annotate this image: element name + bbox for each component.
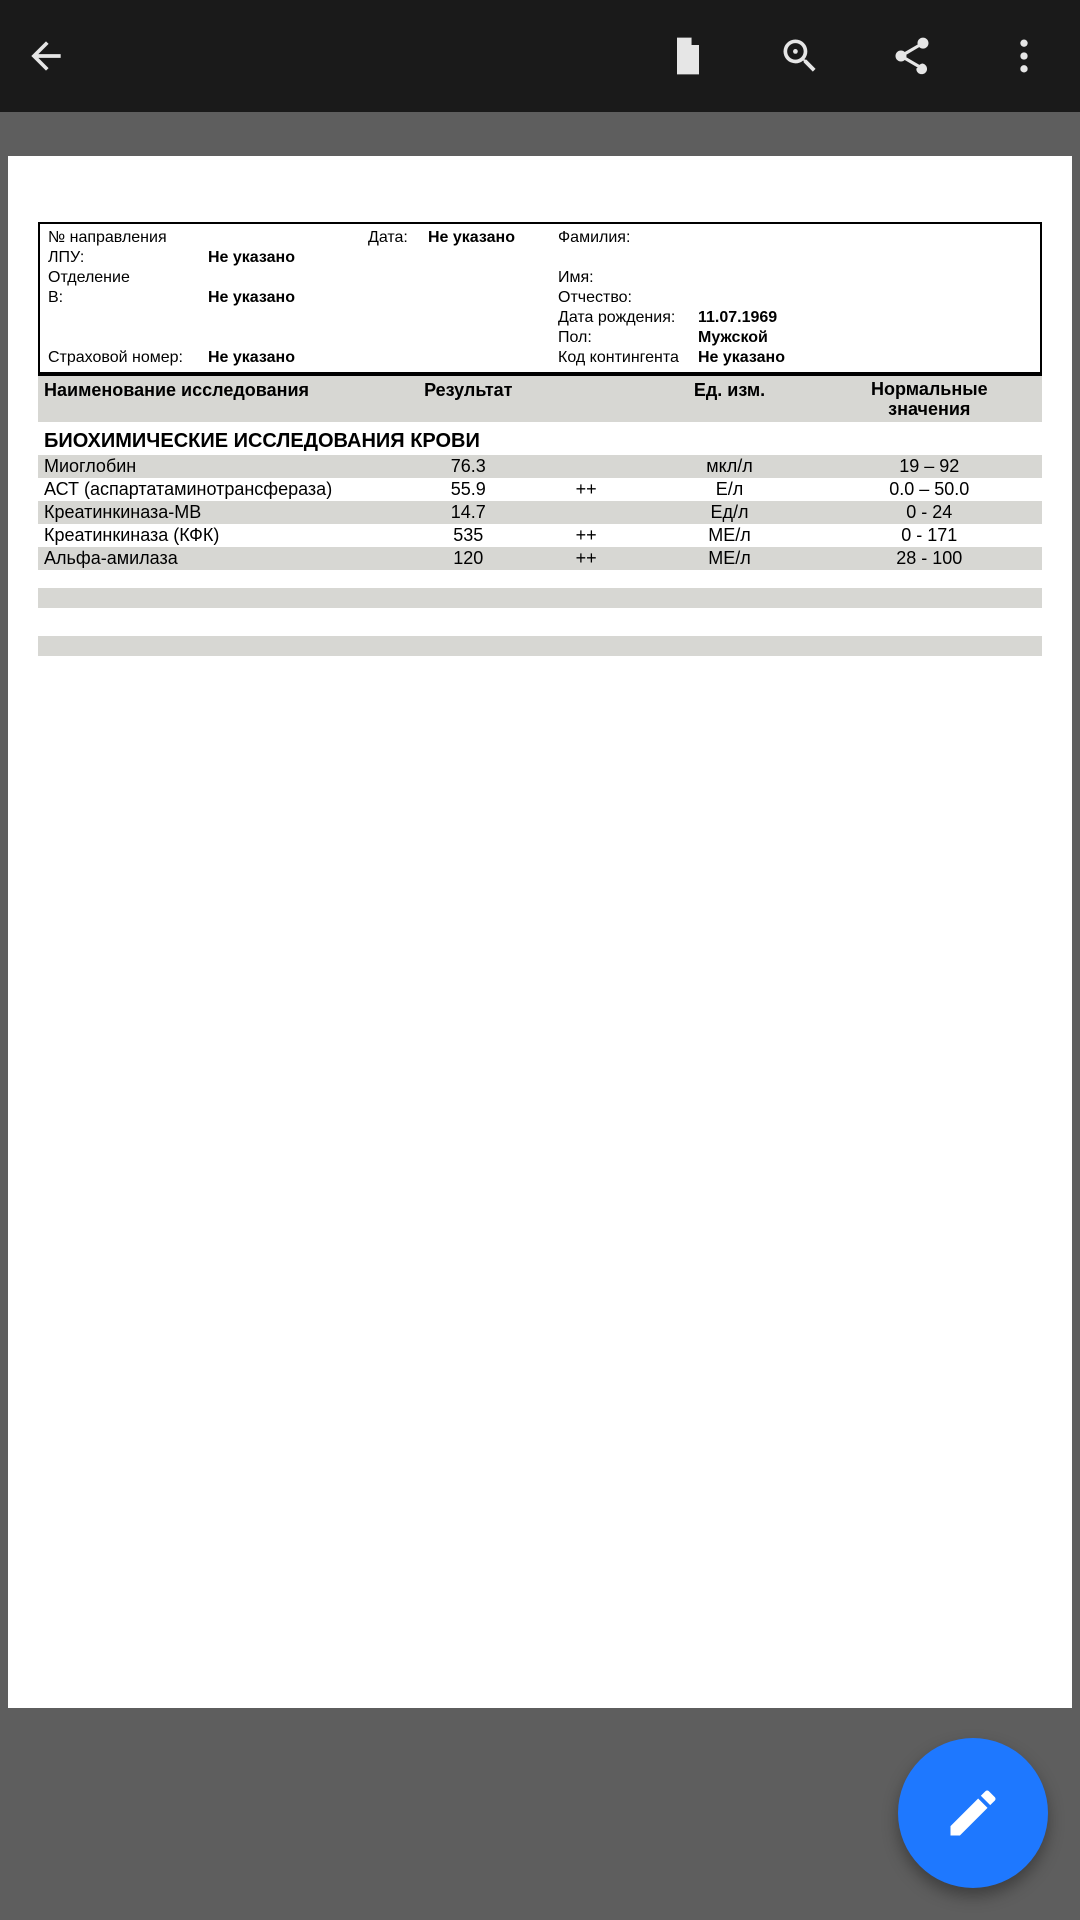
- back-button[interactable]: [16, 26, 76, 86]
- cell-flag: [530, 501, 643, 524]
- edit-fab[interactable]: [898, 1738, 1048, 1888]
- label-lpu: ЛПУ:: [48, 248, 208, 268]
- value-ins-no: Не указано: [208, 348, 368, 368]
- cell-unit: Е/л: [642, 478, 816, 501]
- cell-result: 76.3: [407, 455, 530, 478]
- overflow-menu-icon[interactable]: [994, 26, 1054, 86]
- cell-name: Альфа-амилаза: [38, 547, 407, 570]
- col-result: Результат: [407, 375, 530, 422]
- section-title-row: БИОХИМИЧЕСКИЕ ИССЛЕДОВАНИЯ КРОВИ: [38, 422, 1042, 455]
- table-row: Миоглобин76.3 мкл/л19 – 92: [38, 455, 1042, 478]
- document-page: № направления Дата: Не указано Фамилия: …: [8, 156, 1072, 1708]
- document-icon[interactable]: [658, 26, 718, 86]
- search-icon[interactable]: [770, 26, 830, 86]
- document-viewer[interactable]: № направления Дата: Не указано Фамилия: …: [0, 112, 1080, 1920]
- label-contingent: Код контингента: [558, 348, 698, 368]
- col-norm-line1: Нормальные: [871, 379, 988, 399]
- cell-name: Миоглобин: [38, 455, 407, 478]
- cell-unit: МЕ/л: [642, 547, 816, 570]
- label-referral-no: № направления: [48, 228, 208, 248]
- cell-flag: ++: [530, 524, 643, 547]
- cell-name: АСТ (аспартатаминотрансфераза): [38, 478, 407, 501]
- label-patronymic: Отчество:: [558, 288, 698, 308]
- cell-result: 55.9: [407, 478, 530, 501]
- label-dob: Дата рождения:: [558, 308, 698, 328]
- cell-norm: 19 – 92: [817, 455, 1042, 478]
- cell-name: Креатинкиназа (КФК): [38, 524, 407, 547]
- empty-section-bar: [38, 588, 1042, 608]
- cell-norm: 0 - 171: [817, 524, 1042, 547]
- section-title: БИОХИМИЧЕСКИЕ ИССЛЕДОВАНИЯ КРОВИ: [38, 422, 1042, 455]
- value-contingent: Не указано: [698, 348, 1032, 368]
- cell-unit: мкл/л: [642, 455, 816, 478]
- label-ins-no: Страховой номер:: [48, 348, 208, 368]
- value-name: [698, 268, 1032, 288]
- patient-info-box: № направления Дата: Не указано Фамилия: …: [38, 222, 1042, 374]
- value-date: Не указано: [428, 228, 558, 248]
- cell-norm: 0 - 24: [817, 501, 1042, 524]
- cell-unit: МЕ/л: [642, 524, 816, 547]
- label-date: Дата:: [368, 228, 428, 248]
- table-row: Креатинкиназа-МВ14.7 Ед/л0 - 24: [38, 501, 1042, 524]
- col-norm-line2: значения: [888, 399, 970, 419]
- value-lpu: Не указано: [208, 248, 368, 268]
- results-table: Наименование исследования Результат Ед. …: [38, 374, 1042, 570]
- cell-norm: 0.0 – 50.0: [817, 478, 1042, 501]
- value-surname: [698, 228, 1032, 248]
- table-row: Альфа-амилаза120++МЕ/л28 - 100: [38, 547, 1042, 570]
- empty-section-bar: [38, 636, 1042, 656]
- app-bar: [0, 0, 1080, 112]
- col-flag: [530, 375, 643, 422]
- cell-flag: [530, 455, 643, 478]
- label-surname: Фамилия:: [558, 228, 698, 248]
- label-name: Имя:: [558, 268, 698, 288]
- value-sex: Мужской: [698, 328, 1032, 348]
- value-referral-no: [208, 228, 368, 248]
- cell-result: 535: [407, 524, 530, 547]
- cell-flag: ++: [530, 547, 643, 570]
- value-b: Не указано: [208, 288, 368, 308]
- label-sex: Пол:: [558, 328, 698, 348]
- cell-result: 14.7: [407, 501, 530, 524]
- cell-norm: 28 - 100: [817, 547, 1042, 570]
- share-icon[interactable]: [882, 26, 942, 86]
- label-dept: Отделение: [48, 268, 208, 288]
- table-row: АСТ (аспартатаминотрансфераза)55.9++Е/л0…: [38, 478, 1042, 501]
- cell-result: 120: [407, 547, 530, 570]
- col-name: Наименование исследования: [38, 375, 407, 422]
- table-row: Креатинкиназа (КФК)535++МЕ/л0 - 171: [38, 524, 1042, 547]
- col-norm: Нормальные значения: [817, 375, 1042, 422]
- cell-name: Креатинкиназа-МВ: [38, 501, 407, 524]
- label-b: В:: [48, 288, 208, 308]
- cell-unit: Ед/л: [642, 501, 816, 524]
- col-unit: Ед. изм.: [642, 375, 816, 422]
- value-dept: [208, 268, 368, 288]
- table-header-row: Наименование исследования Результат Ед. …: [38, 375, 1042, 422]
- value-patronymic: [698, 288, 1032, 308]
- value-dob: 11.07.1969: [698, 308, 1032, 328]
- cell-flag: ++: [530, 478, 643, 501]
